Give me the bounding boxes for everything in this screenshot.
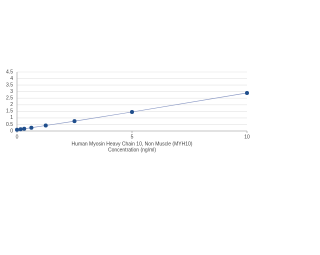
- y-tick-label: 0: [10, 128, 13, 134]
- x-tick-label: 10: [244, 134, 250, 140]
- x-tick-label: 0: [16, 134, 19, 140]
- y-tick-label: 1.5: [6, 109, 13, 115]
- x-tick-label: 5: [131, 134, 134, 140]
- x-axis-subtitle: Concentration (ng/ml): [108, 147, 156, 153]
- data-point: [29, 125, 34, 130]
- y-tick-label: 4: [10, 76, 13, 82]
- y-tick-label: 3: [10, 89, 13, 95]
- data-point: [22, 126, 27, 131]
- y-tick-label: 2.5: [6, 96, 13, 102]
- data-point: [130, 109, 134, 114]
- data-point: [72, 119, 77, 124]
- y-tick-label: 4.5: [6, 69, 13, 75]
- data-point: [245, 90, 249, 95]
- chart: Human Myosin Heavy Chain 10, Non Muscle …: [6, 69, 250, 153]
- x-axis-title: Human Myosin Heavy Chain 10, Non Muscle …: [72, 141, 193, 147]
- data-point: [15, 127, 19, 132]
- y-tick-label: 3.5: [6, 82, 13, 88]
- y-tick-label: 1: [10, 115, 13, 121]
- data-point: [43, 123, 48, 128]
- data-point: [18, 127, 23, 132]
- y-tick-label: 2: [10, 102, 13, 108]
- y-tick-label: 0.5: [6, 122, 13, 128]
